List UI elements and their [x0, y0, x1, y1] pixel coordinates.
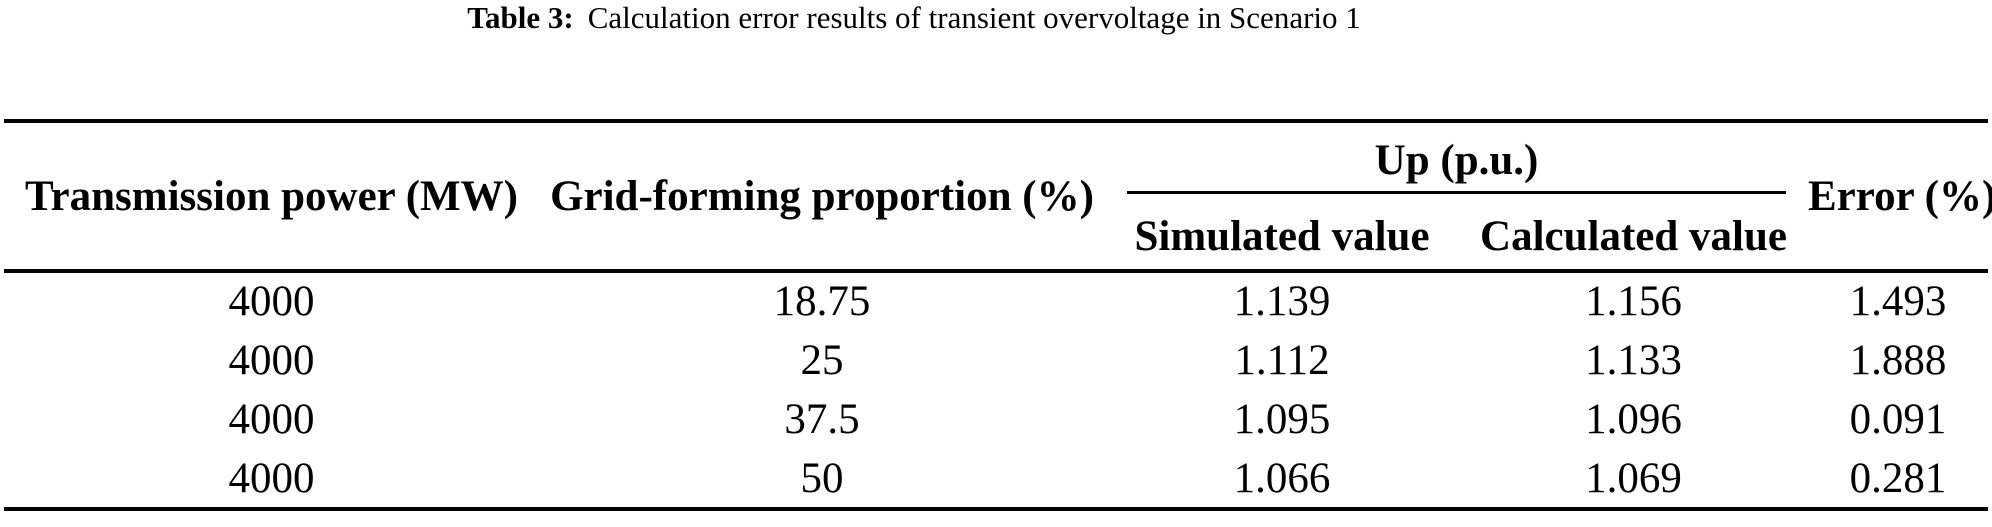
table-body: 4000 18.75 1.139 1.156 1.493 4000 25 1.1…	[4, 271, 1988, 509]
up-group-label-with-rule: Up (p.u.)	[1127, 136, 1786, 194]
cell-simulated-value: 1.112	[1234, 336, 1330, 384]
cell-calculated-value: 1.156	[1585, 278, 1682, 326]
header-error: Error (%)	[1808, 121, 1992, 273]
table-row: 4000 18.75 1.139 1.156 1.493	[4, 271, 1988, 331]
cell-simulated-value: 1.066	[1233, 454, 1331, 502]
cell-transmission-power: 4000	[228, 336, 315, 384]
cell-transmission-power: 4000	[228, 278, 315, 326]
cell-grid-forming-proportion: 50	[800, 454, 844, 502]
cell-error: 0.281	[1849, 454, 1947, 502]
cell-grid-forming-proportion: 25	[800, 336, 844, 384]
header-sub-row: Simulated value Calculated value	[4, 195, 1988, 273]
table-header: Transmission power (MW) Grid-forming pro…	[4, 121, 1992, 273]
cell-error: 1.888	[1849, 336, 1947, 384]
cell-transmission-power: 4000	[228, 454, 315, 502]
table-row: 4000 50 1.066 1.069 0.281	[4, 450, 1988, 510]
table-caption: Table 3: Calculation error results of tra…	[0, 0, 1828, 36]
table-row: 4000 25 1.112 1.133 1.888	[4, 331, 1988, 391]
header-up-column-group: Up (p.u.)	[1105, 121, 1808, 195]
header-transmission-power: Transmission power (MW)	[4, 121, 539, 273]
results-table: Transmission power (MW) Grid-forming pro…	[4, 119, 1992, 511]
cell-simulated-value: 1.139	[1233, 278, 1331, 326]
header-grid-forming-proportion: Grid-forming proportion (%)	[539, 121, 1105, 273]
cell-calculated-value: 1.133	[1585, 336, 1682, 384]
cell-calculated-value: 1.096	[1585, 396, 1682, 444]
table-caption-text: Calculation error results of transient o…	[587, 0, 1361, 35]
header-simulated-value: Simulated value	[1105, 195, 1459, 273]
header-calculated-value: Calculated value	[1459, 195, 1808, 273]
table-row: 4000 37.5 1.095 1.096 0.091	[4, 390, 1988, 450]
table-caption-label: Table 3:	[467, 0, 574, 35]
cell-grid-forming-proportion: 37.5	[784, 396, 860, 444]
cell-grid-forming-proportion: 18.75	[773, 278, 871, 326]
cell-calculated-value: 1.069	[1585, 454, 1682, 502]
cell-error: 1.493	[1849, 278, 1947, 326]
cell-transmission-power: 4000	[228, 396, 315, 444]
cell-error: 0.091	[1849, 396, 1947, 444]
header-group-row: Transmission power (MW) Grid-forming pro…	[4, 121, 1992, 273]
cell-simulated-value: 1.095	[1233, 396, 1331, 444]
